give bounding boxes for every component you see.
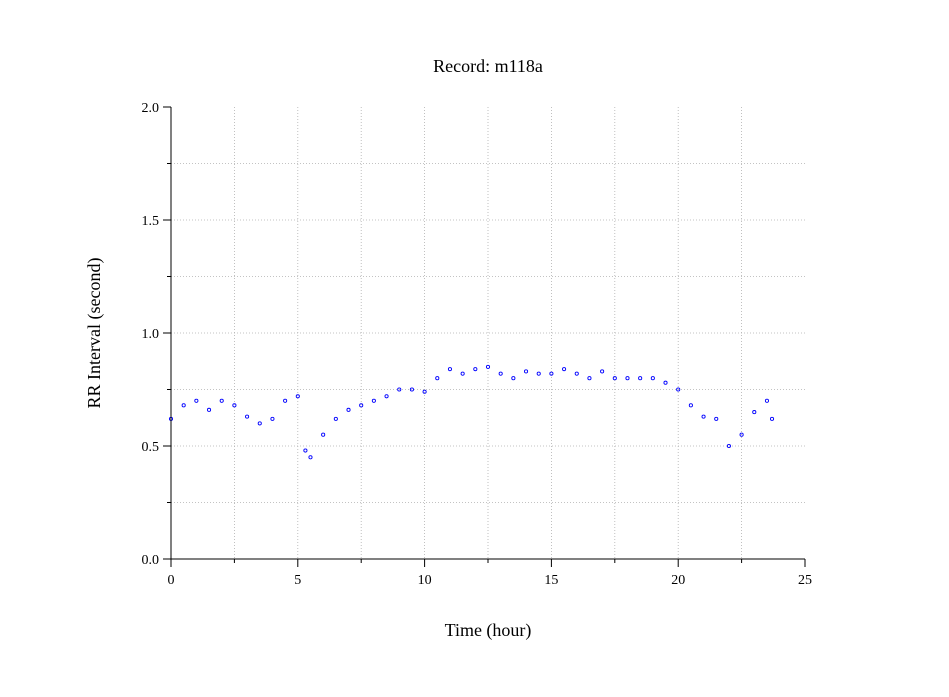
data-point xyxy=(333,416,338,421)
data-point xyxy=(181,403,186,408)
data-point xyxy=(485,364,491,369)
data-point xyxy=(397,387,402,392)
axes xyxy=(163,106,806,567)
y-tick-label: 1.0 xyxy=(142,327,160,342)
data-point xyxy=(726,443,731,449)
data-point xyxy=(270,416,275,421)
data-points xyxy=(168,364,775,460)
data-point xyxy=(612,376,617,381)
chart-title: Record: m118a xyxy=(433,56,543,76)
data-point xyxy=(739,432,744,437)
data-point xyxy=(422,389,427,394)
y-axis-label: RR Interval (second) xyxy=(84,258,105,409)
data-point xyxy=(346,407,351,412)
data-point xyxy=(460,371,465,376)
data-point xyxy=(308,455,313,460)
data-point xyxy=(206,407,212,412)
data-point xyxy=(663,380,668,385)
data-point xyxy=(194,398,199,403)
data-point xyxy=(219,398,224,403)
data-point xyxy=(688,403,693,408)
data-point xyxy=(295,394,300,399)
data-point xyxy=(587,376,592,381)
data-point xyxy=(650,376,655,381)
y-tick-label: 2.0 xyxy=(142,101,160,116)
tick-labels: 0 5 10 15 20 25 0.0 0.5 1.0 1.5 2.0 xyxy=(142,101,813,588)
data-point xyxy=(638,376,643,381)
data-point xyxy=(769,416,775,421)
data-point xyxy=(676,387,681,392)
data-point xyxy=(523,369,529,374)
x-tick-label: 15 xyxy=(544,573,558,588)
data-point xyxy=(574,371,579,376)
data-point xyxy=(257,421,262,426)
data-point xyxy=(600,369,605,374)
data-point xyxy=(447,367,453,372)
data-point xyxy=(498,371,503,376)
x-tick-label: 10 xyxy=(418,573,432,588)
y-tick-label: 0.5 xyxy=(142,440,160,455)
x-tick-label: 5 xyxy=(294,573,301,588)
data-point xyxy=(321,432,326,437)
data-point xyxy=(562,367,567,372)
data-point xyxy=(232,403,237,408)
x-tick-label: 25 xyxy=(798,573,812,588)
y-tick-label: 0.0 xyxy=(142,553,160,568)
data-point xyxy=(714,416,719,421)
data-point xyxy=(536,371,541,376)
data-point xyxy=(701,414,706,419)
data-point xyxy=(435,376,440,381)
x-tick-label: 20 xyxy=(671,573,685,588)
data-point xyxy=(625,376,630,381)
data-point xyxy=(245,414,250,419)
data-point xyxy=(371,398,376,403)
data-point xyxy=(473,367,478,372)
y-tick-label: 1.5 xyxy=(142,214,160,229)
data-point xyxy=(752,410,757,415)
data-point xyxy=(549,371,554,376)
grid-lines xyxy=(171,107,805,559)
data-point xyxy=(359,403,364,408)
data-point xyxy=(303,448,308,453)
x-tick-label: 0 xyxy=(168,573,175,588)
data-point xyxy=(384,394,389,399)
data-point xyxy=(409,387,414,392)
data-point xyxy=(511,376,516,381)
x-axis-label: Time (hour) xyxy=(445,620,532,641)
data-point xyxy=(283,398,288,403)
data-point xyxy=(764,398,770,403)
